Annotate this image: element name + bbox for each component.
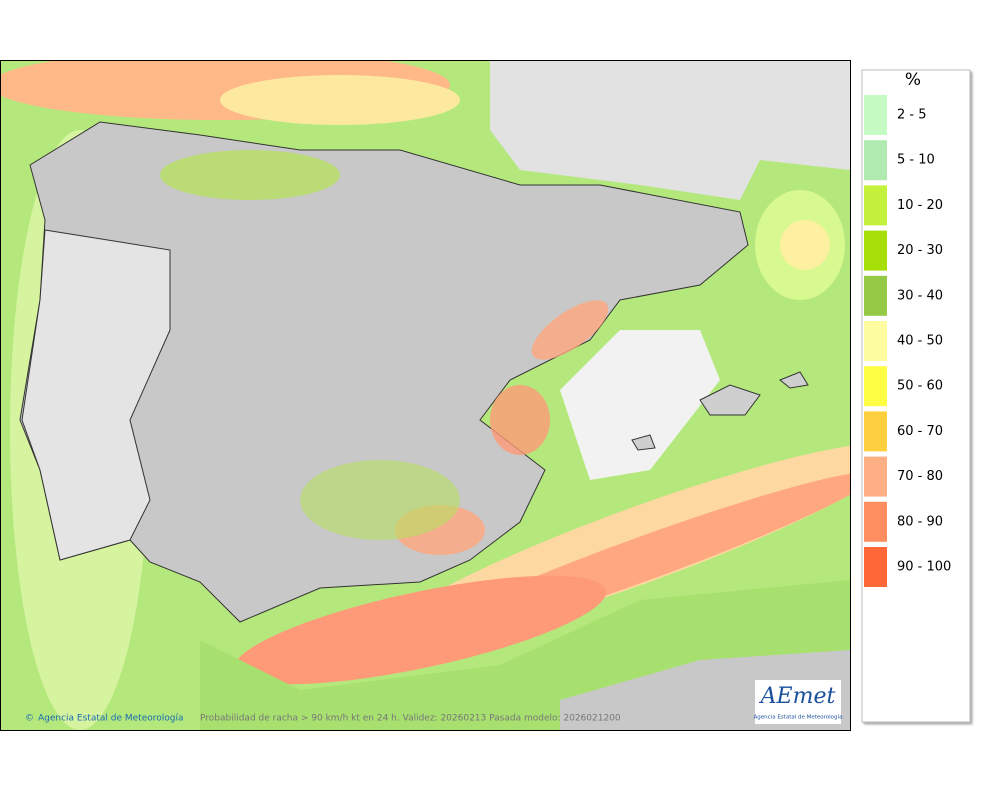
island: [631, 434, 656, 451]
legend-swatch: [864, 230, 887, 271]
legend-label: 5 - 10: [897, 153, 935, 168]
legend-label: 70 - 80: [897, 469, 943, 484]
legend-label: 10 - 20: [897, 198, 943, 213]
legend-label: 40 - 50: [897, 334, 943, 349]
logo-box: [755, 680, 841, 724]
shading: [233, 575, 607, 685]
shading: [531, 300, 609, 360]
legend-swatch: [864, 140, 887, 181]
logo: AEmet: [759, 684, 836, 709]
copyright-symbol: ©: [25, 714, 34, 724]
shading: [490, 385, 550, 455]
shading: [220, 75, 460, 125]
shading: [160, 150, 340, 200]
island: [779, 371, 809, 389]
agency-credit: Agencia Estatal de Meteorología: [38, 714, 184, 724]
legend-swatch: [864, 501, 887, 542]
legend: 2 - 5 5 - 10 10 - 20 20 - 30 30 - 40 40 - 50 5…: [864, 95, 951, 587]
island: [699, 384, 761, 416]
legend-swatch: [864, 411, 887, 452]
shading: [300, 460, 460, 540]
sea-low: [560, 330, 720, 480]
shading: [780, 220, 830, 270]
logo-subtitle: Agencia Estatal de Meteorología: [754, 714, 843, 721]
legend-label: 50 - 60: [897, 379, 943, 394]
legend-swatch: [864, 456, 887, 497]
legend-swatch: [864, 547, 887, 587]
legend-label: 90 - 100: [897, 560, 951, 575]
legend-swatch: [864, 275, 887, 316]
legend-label: 60 - 70: [897, 424, 943, 439]
legend-swatch: [864, 95, 887, 135]
legend-swatch: [864, 321, 887, 361]
portugal: [21, 229, 171, 561]
legend-label: 30 - 40: [897, 288, 943, 303]
legend-label: 80 - 90: [897, 514, 943, 529]
map-frame: [0, 60, 851, 731]
map: [0, 60, 850, 730]
legend-swatch: [864, 366, 887, 407]
legend-swatch: [864, 185, 887, 226]
legend-label: 20 - 30: [897, 243, 943, 258]
france: [490, 60, 850, 200]
map-caption: Probabilidad de racha > 90 km/h kt en 24…: [200, 714, 621, 724]
legend-label: 2 - 5: [897, 108, 927, 123]
legend-title: %: [905, 70, 921, 90]
